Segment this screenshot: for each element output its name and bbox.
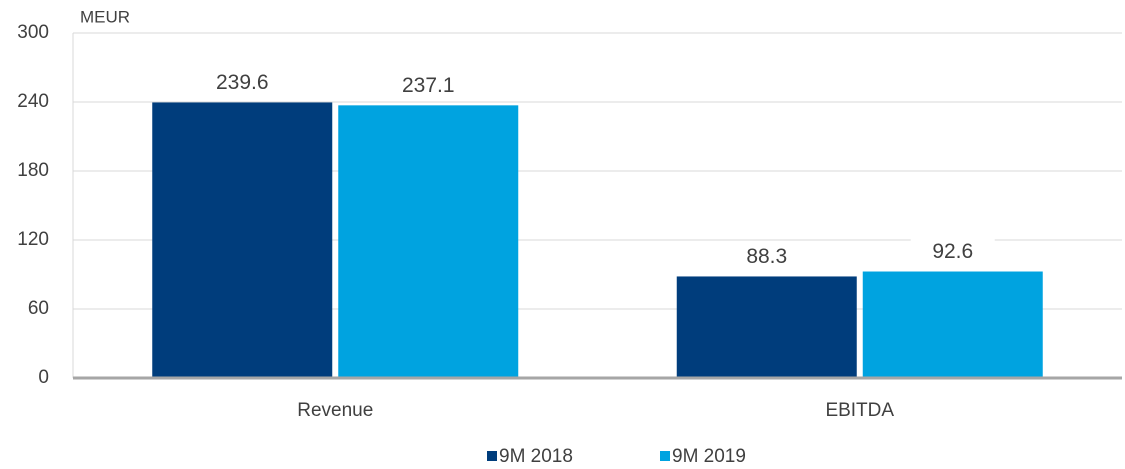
bar	[676, 276, 857, 378]
data-label: 92.6	[932, 240, 973, 263]
y-tick-label: 120	[17, 229, 49, 250]
legend-label: 9M 2018	[499, 446, 573, 467]
bar	[862, 271, 1043, 378]
x-tick-label: EBITDA	[825, 400, 894, 421]
y-tick-label: 0	[38, 367, 49, 388]
legend-swatch	[487, 451, 497, 461]
label-bg	[910, 237, 995, 266]
bar	[152, 102, 333, 379]
y-tick-label: 180	[17, 160, 49, 181]
y-tick-label: 60	[28, 298, 49, 319]
label-bg	[200, 68, 285, 97]
label-bg	[724, 242, 809, 271]
data-label: 88.3	[746, 245, 787, 268]
x-tick-label: Revenue	[297, 400, 373, 421]
legend-label: 9M 2019	[672, 446, 746, 467]
legend-swatch	[660, 451, 670, 461]
bar	[338, 105, 519, 379]
label-bg	[386, 71, 471, 100]
y-axis-label: MEUR	[80, 7, 130, 26]
data-label: 237.1	[402, 74, 455, 97]
y-tick-label: 300	[17, 22, 49, 43]
y-tick-label: 240	[17, 91, 49, 112]
data-label: 239.6	[216, 71, 269, 94]
